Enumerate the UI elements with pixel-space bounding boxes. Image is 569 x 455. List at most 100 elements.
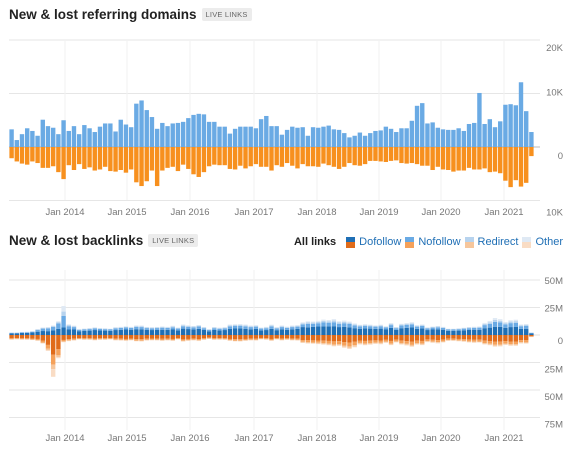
lost-dofollow-bar [76,335,82,339]
new-other-bar [316,320,321,322]
new-other-bar [321,319,326,321]
new-redirect-bar [388,324,394,326]
lost-domains-bar [9,147,14,159]
lost-dofollow-bar [529,335,534,337]
new-nofollow-bar [420,325,425,329]
lost-nofollow-bar [383,339,389,342]
new-domains-bar [446,129,451,147]
lost-nofollow-bar [217,338,222,340]
lost-nofollow-bar [316,340,321,343]
new-other-bar [414,325,420,326]
new-nofollow-bar [232,325,238,329]
new-redirect-bar [108,328,113,330]
new-domains-bar [331,129,337,147]
new-redirect-bar [196,325,201,327]
new-dofollow-bar [160,329,165,335]
legend-other[interactable]: Other [522,236,563,248]
new-dofollow-bar [201,329,207,335]
new-other-bar [399,323,404,325]
new-nofollow-bar [238,325,243,329]
lost-domains-bar [394,147,399,161]
new-dofollow-bar [446,330,451,335]
lost-other-bar [482,343,487,345]
new-nofollow-bar [482,325,487,329]
lost-redirect-bar [383,341,389,343]
new-redirect-bar [71,326,77,328]
new-redirect-bar [378,325,383,327]
new-domains-bar [82,125,87,147]
new-domains-bar [243,126,248,147]
lost-dofollow-bar [279,335,285,339]
lost-nofollow-bar [14,338,19,339]
new-domains-bar [300,127,305,147]
lost-dofollow-bar [430,335,435,340]
new-nofollow-bar [19,332,25,334]
new-redirect-bar [56,322,61,324]
new-nofollow-bar [30,331,35,333]
referring-domains-chart[interactable]: 20K 10K 0 10K Jan 2014 Jan 2015 Jan 2016 Jan 20… [0,0,569,225]
lost-dofollow-bar [180,335,186,340]
lost-redirect-bar [326,343,331,345]
new-redirect-bar [409,323,415,325]
new-redirect-bar [201,327,207,329]
new-other-bar [253,325,259,326]
lost-dofollow-bar [191,335,196,339]
y-tick-label: 10K [546,208,564,219]
new-dofollow-bar [71,329,77,335]
lost-dofollow-bar [97,335,103,339]
lost-nofollow-bar [477,339,482,342]
lost-domains-bar [290,147,295,166]
live-links-badge[interactable]: LIVE LINKS [148,234,199,247]
legend-redirect[interactable]: Redirect [464,236,518,248]
legend-dofollow[interactable]: Dofollow [346,236,401,248]
new-nofollow-bar [513,322,519,327]
lost-domains-bar [71,147,77,171]
lost-dofollow-bar [35,335,40,339]
x-tick-label: Jan 2016 [170,433,209,444]
new-dofollow-bar [513,326,519,335]
new-redirect-bar [425,327,430,329]
new-dofollow-bar [284,329,290,335]
new-domains-bar [440,129,446,147]
new-other-bar [326,320,331,322]
lost-redirect-bar [45,348,51,351]
lost-other-bar [524,343,529,344]
lost-nofollow-bar [378,340,383,343]
lost-nofollow-bar [310,340,316,343]
lost-domains-bar [66,147,71,166]
lost-nofollow-bar [404,341,409,344]
lost-dofollow-bar [378,335,383,341]
new-redirect-bar [76,329,82,330]
new-nofollow-bar [243,326,248,329]
lost-dofollow-bar [492,335,498,342]
new-domains-bar [113,131,118,147]
lost-domains-bar [347,147,352,164]
new-nofollow-bar [170,327,175,330]
x-tick-label: Jan 2019 [359,207,398,218]
lost-nofollow-bar [56,349,61,356]
new-redirect-bar [321,320,326,323]
lost-dofollow-bar [373,335,378,341]
legend-all-links[interactable]: All links [293,236,337,248]
live-links-badge[interactable]: LIVE LINKS [201,8,252,21]
new-other-bar [383,326,389,327]
new-domains-bar [61,120,66,147]
new-domains-bar [430,122,435,147]
new-other-bar [482,322,487,324]
lost-nofollow-bar [290,338,295,340]
legend-nofollow[interactable]: Nofollow [405,236,461,248]
new-redirect-bar [300,323,305,325]
new-nofollow-bar [196,326,201,329]
lost-domains-bar [498,147,503,174]
new-redirect-bar [362,324,368,326]
lost-dofollow-bar [368,335,373,341]
lost-dofollow-bar [14,335,19,339]
lost-other-bar [435,342,441,344]
lost-dofollow-bar [186,335,191,339]
new-domains-bar [76,134,82,147]
new-redirect-bar [477,326,482,328]
lost-dofollow-bar [305,335,311,341]
lost-domains-bar [487,147,493,173]
new-nofollow-bar [40,328,45,332]
